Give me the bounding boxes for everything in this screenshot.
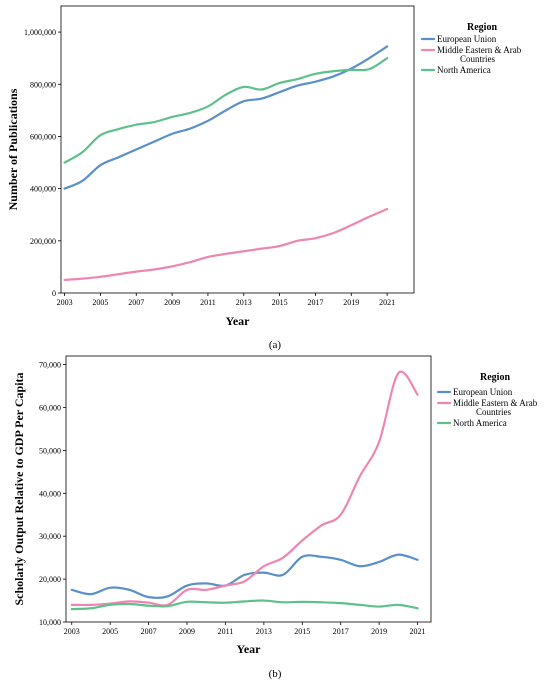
y-axis-title-b: Scholarly Output Relative to GDP Per Cap… (12, 372, 26, 605)
legend-label: North America (453, 418, 507, 428)
x-tick-label: 2005 (92, 298, 108, 307)
x-tick-label: 2011 (218, 627, 234, 636)
legend-label: European Union (453, 387, 513, 397)
x-tick-label: 2015 (272, 298, 288, 307)
x-tick-label: 2013 (256, 627, 272, 636)
legend-title-a: Region (467, 22, 497, 33)
x-tick-label: 2019 (343, 298, 359, 307)
panel-label-a: (a) (269, 339, 282, 351)
y-tick-label: 20,000 (39, 575, 61, 584)
y-tick-label: 0 (52, 289, 56, 298)
y-tick-label: 40,000 (39, 489, 61, 498)
panel-a: 0 200,000 400,000 600,000 800,000 1,000,000 2… (6, 5, 522, 351)
x-tick-label: 2021 (410, 627, 426, 636)
y-tick-label: 10,000 (39, 618, 61, 627)
series-line-middle-eastern-arab-countries (70, 370, 419, 607)
series-lines-b (70, 370, 419, 611)
y-tick-label: 1,000,000 (24, 28, 56, 37)
series-line-european-union (63, 45, 389, 190)
x-tick-label: 2003 (57, 298, 73, 307)
series-line-european-union (70, 553, 419, 599)
series-line-middle-eastern-arab-countries (63, 207, 389, 282)
x-tick-label: 2005 (102, 627, 118, 636)
y-tick-label: 600,000 (30, 132, 56, 141)
y-tick-label: 50,000 (39, 446, 61, 455)
plot-frame-a (60, 5, 415, 294)
y-axis-b: 10,000 20,000 30,000 40,000 50,000 60,000 70,0… (39, 361, 66, 627)
y-axis-title-a: Number of Publications (6, 88, 20, 210)
x-tick-label: 2007 (141, 627, 157, 636)
x-tick-label: 2013 (236, 298, 252, 307)
legend-label: Middle Eastern & Arab Countries (453, 398, 538, 417)
y-tick-label: 800,000 (30, 80, 56, 89)
y-tick-label: 60,000 (39, 403, 61, 412)
x-tick-label: 2015 (294, 627, 310, 636)
x-tick-label: 2007 (128, 298, 144, 307)
y-tick-label: 70,000 (39, 361, 61, 370)
plot-frame-b (65, 355, 432, 623)
legend-title-b: Region (480, 372, 510, 383)
x-axis-title-b: Year (237, 642, 262, 656)
panel-label-b: (b) (269, 668, 282, 680)
y-tick-label: 30,000 (39, 532, 61, 541)
legend-label: North America (437, 65, 491, 75)
x-axis-a: 2003 2005 2007 2009 2011 2013 2015 2017 2019 2021 (57, 293, 395, 307)
legend-label: Middle Eastern & Arab Countries (437, 45, 522, 64)
y-axis-a: 0 200,000 400,000 600,000 800,000 1,000,000 (24, 28, 61, 298)
x-axis-title-a: Year (226, 314, 251, 328)
x-tick-label: 2017 (333, 627, 349, 636)
y-tick-label: 200,000 (30, 237, 56, 246)
x-tick-label: 2017 (307, 298, 323, 307)
y-tick-label: 400,000 (30, 185, 56, 194)
panel-b: 10,000 20,000 30,000 40,000 50,000 60,000 70,0… (12, 355, 538, 680)
x-tick-label: 2021 (379, 298, 395, 307)
x-tick-label: 2009 (164, 298, 180, 307)
x-tick-label: 2009 (179, 627, 195, 636)
legend-label: European Union (437, 34, 497, 44)
series-line-north-america (63, 57, 389, 164)
x-tick-label: 2019 (371, 627, 387, 636)
x-tick-label: 2011 (200, 298, 216, 307)
series-lines-a (63, 45, 389, 282)
x-axis-b: 2003 2005 2007 2009 2011 2013 2015 2017 2019 2021 (64, 622, 426, 636)
x-tick-label: 2003 (64, 627, 80, 636)
series-line-north-america (70, 599, 419, 611)
